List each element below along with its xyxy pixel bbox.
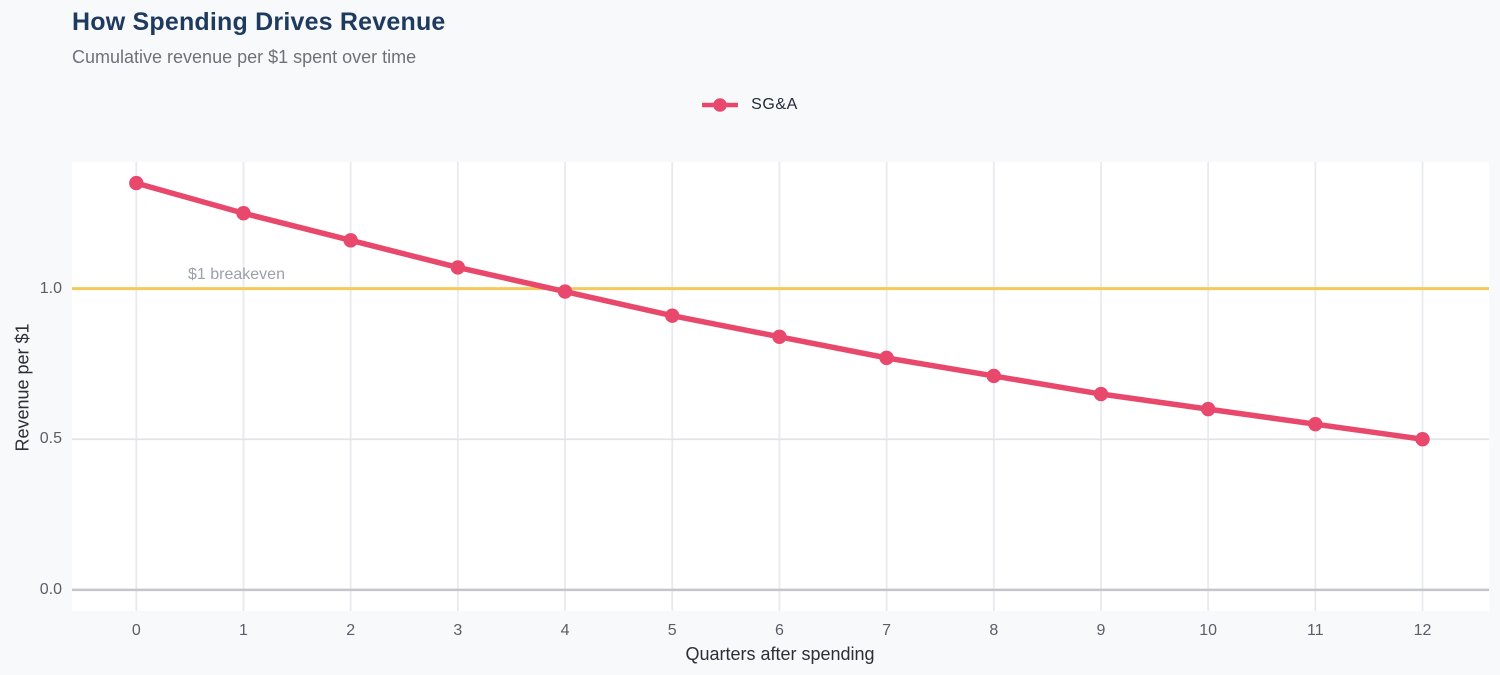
x-tick-label: 8 (989, 622, 999, 639)
data-point-marker (557, 284, 573, 299)
data-point-marker (343, 233, 358, 248)
y-tick-label: 1.0 (39, 279, 62, 297)
data-point-marker (665, 308, 680, 323)
legend-item-sga[interactable]: SG&A (702, 96, 798, 114)
data-point-marker (1308, 416, 1323, 432)
x-tick-label: 12 (1413, 622, 1432, 639)
page-subtitle: Cumulative revenue per $1 spent over tim… (72, 47, 417, 67)
y-tick-label: 0.5 (39, 430, 62, 448)
x-axis-title: Quarters after spending (685, 644, 875, 664)
legend-label: SG&A (751, 96, 798, 113)
page-title: How Spending Drives Revenue (72, 8, 446, 36)
breakeven-annotation-label: $1 breakeven (188, 266, 285, 283)
y-tick-label: 0.0 (39, 580, 62, 598)
data-point-marker (129, 175, 144, 191)
x-tick-label: 1 (239, 622, 248, 639)
x-tick-label: 3 (453, 622, 463, 639)
data-point-marker (986, 368, 1002, 384)
x-tick-label: 7 (882, 622, 892, 639)
legend-line-marker-icon (702, 97, 739, 113)
legend: SG&A (0, 96, 1500, 114)
data-point-marker (236, 206, 251, 221)
x-tick-label: 6 (774, 622, 784, 639)
data-point-marker (879, 350, 894, 366)
y-axis-title: Revenue per $1 (12, 323, 33, 452)
x-tick-label: 4 (560, 622, 570, 639)
x-tick-label: 5 (667, 622, 677, 639)
data-point-marker (1093, 386, 1109, 402)
x-tick-label: 11 (1307, 622, 1324, 639)
x-tick-label: 0 (131, 622, 141, 639)
x-tick-label: 2 (346, 622, 356, 639)
data-point-marker (450, 260, 466, 275)
x-tick-label: 9 (1096, 622, 1106, 639)
data-point-marker (772, 329, 787, 344)
plot-background (72, 162, 1489, 611)
x-tick-label: 10 (1199, 622, 1218, 639)
data-point-marker (1415, 432, 1430, 447)
data-point-marker (1200, 401, 1216, 417)
